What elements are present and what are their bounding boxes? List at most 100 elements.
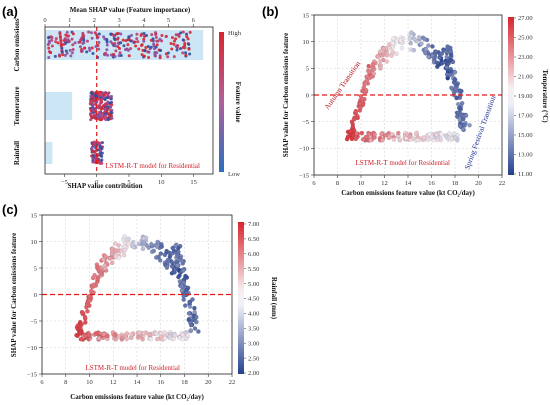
dependence-point bbox=[151, 248, 157, 254]
dependence-point bbox=[353, 108, 359, 114]
shap-point-carbon bbox=[113, 44, 117, 48]
shap-point-temperature bbox=[97, 115, 101, 119]
dependence-point bbox=[113, 241, 118, 246]
shap-point-carbon bbox=[56, 41, 60, 45]
dependence-point bbox=[140, 336, 145, 342]
shap-point-carbon bbox=[139, 34, 143, 38]
dependence-point bbox=[458, 112, 464, 118]
shap-point-carbon bbox=[155, 43, 159, 47]
shap-point-carbon bbox=[70, 51, 74, 55]
shap-point-carbon bbox=[87, 46, 91, 50]
x-tick-label: 10 bbox=[358, 180, 365, 187]
shap-point-carbon bbox=[105, 43, 109, 47]
dependence-point bbox=[439, 51, 445, 56]
dependence-point bbox=[427, 131, 432, 137]
shap-point-carbon bbox=[85, 50, 89, 54]
dependence-point bbox=[407, 134, 413, 139]
shap-point-rainfall bbox=[90, 147, 94, 151]
shap-point-rainfall bbox=[100, 158, 104, 162]
colorbar-tick-label: 6.50 bbox=[248, 236, 259, 243]
dependence-point bbox=[430, 44, 435, 49]
dependence-point bbox=[181, 297, 186, 302]
shap-point-temperature bbox=[102, 93, 106, 97]
panel-label-c: (c) bbox=[2, 202, 18, 217]
dependence-point bbox=[357, 101, 363, 106]
dependence-point bbox=[398, 37, 404, 43]
shap-point-carbon bbox=[153, 54, 157, 58]
dependence-point bbox=[103, 254, 108, 259]
dependence-point bbox=[164, 264, 170, 269]
x-tick-label: 16 bbox=[158, 379, 165, 386]
x-tick-label: 18 bbox=[452, 180, 459, 187]
shap-point-carbon bbox=[164, 35, 168, 39]
dependence-point bbox=[162, 335, 168, 341]
shap-point-temperature bbox=[88, 102, 92, 106]
dependence-point bbox=[448, 57, 454, 63]
shap-point-temperature bbox=[106, 100, 110, 104]
dependence-point bbox=[179, 288, 185, 293]
shap-point-carbon bbox=[89, 31, 93, 35]
dependence-point bbox=[93, 331, 99, 336]
x-tick-label: 18 bbox=[181, 379, 188, 386]
y-tick-label: 15 bbox=[303, 12, 310, 19]
colorbar-tick-label: 19.00 bbox=[518, 93, 533, 100]
dependence-point bbox=[192, 310, 197, 315]
shap-point-carbon bbox=[150, 33, 154, 37]
dependence-point bbox=[96, 336, 102, 341]
shap-point-carbon bbox=[133, 40, 137, 44]
shap-point-carbon bbox=[154, 35, 158, 39]
shap-point-carbon bbox=[140, 53, 144, 57]
dependence-point bbox=[390, 49, 395, 55]
shap-point-carbon bbox=[68, 48, 72, 52]
dependence-point bbox=[85, 308, 90, 314]
shap-point-carbon bbox=[53, 54, 57, 58]
top-axis-ticks: 0 1 2 3 4 5 6 bbox=[43, 17, 196, 27]
colorbar-c bbox=[238, 222, 244, 374]
dependence-point bbox=[75, 323, 81, 328]
dependence-point bbox=[381, 51, 387, 57]
dependence-point bbox=[121, 237, 126, 243]
x-tick-label: 6 bbox=[312, 180, 316, 187]
dependence-point bbox=[91, 282, 97, 288]
shap-point-carbon bbox=[116, 37, 120, 41]
shap-point-carbon bbox=[152, 44, 156, 48]
shap-point-carbon bbox=[109, 40, 113, 44]
x-tick-label: −5 bbox=[61, 179, 68, 186]
shap-point-carbon bbox=[61, 53, 65, 57]
colorbar-tick-label: 21.00 bbox=[518, 74, 533, 81]
shap-point-temperature bbox=[106, 118, 110, 122]
x-tick-label: 16 bbox=[428, 180, 435, 187]
shap-point-carbon bbox=[147, 50, 151, 54]
colorbar-ticks-c: 7.00 6.50 6.00 5.50 5.00 4.50 4.00 3.50 3.00 2.50… bbox=[244, 221, 259, 377]
colorbar-title-a: Feature value bbox=[234, 82, 242, 123]
dependence-point bbox=[462, 123, 467, 128]
shap-point-carbon bbox=[47, 41, 51, 45]
shap-point-carbon bbox=[181, 30, 185, 34]
dependence-point bbox=[433, 49, 438, 54]
dependence-point bbox=[361, 84, 367, 90]
shap-point-temperature bbox=[105, 96, 109, 100]
dependence-point bbox=[124, 331, 130, 336]
x-tick-label: 10 bbox=[86, 379, 93, 386]
y-axis-title-c: SHAP value for Carbon emissions feature bbox=[10, 233, 18, 357]
model-label-a: LSTM-R-T model for Residential bbox=[105, 162, 200, 170]
dependence-point bbox=[378, 58, 383, 64]
dependence-point bbox=[119, 248, 124, 254]
shap-point-carbon bbox=[188, 52, 192, 56]
dependence-point bbox=[416, 35, 422, 40]
dependence-point bbox=[397, 137, 403, 142]
shap-point-carbon bbox=[66, 38, 70, 42]
dependence-point bbox=[363, 87, 369, 93]
shap-point-carbon bbox=[58, 54, 62, 58]
top-tick-label: 1 bbox=[68, 17, 71, 24]
colorbar-tick-label: 23.00 bbox=[518, 54, 533, 61]
shap-point-carbon bbox=[90, 46, 94, 50]
shap-point-carbon bbox=[126, 48, 130, 52]
colorbar-tick-label: 4.50 bbox=[248, 296, 259, 303]
dependence-point bbox=[366, 131, 372, 137]
shap-point-carbon bbox=[58, 35, 62, 39]
colorbar-tick-label: 17.00 bbox=[518, 113, 533, 120]
dependence-point bbox=[78, 336, 84, 342]
shap-point-carbon bbox=[119, 54, 123, 58]
shap-point-temperature bbox=[89, 113, 93, 117]
